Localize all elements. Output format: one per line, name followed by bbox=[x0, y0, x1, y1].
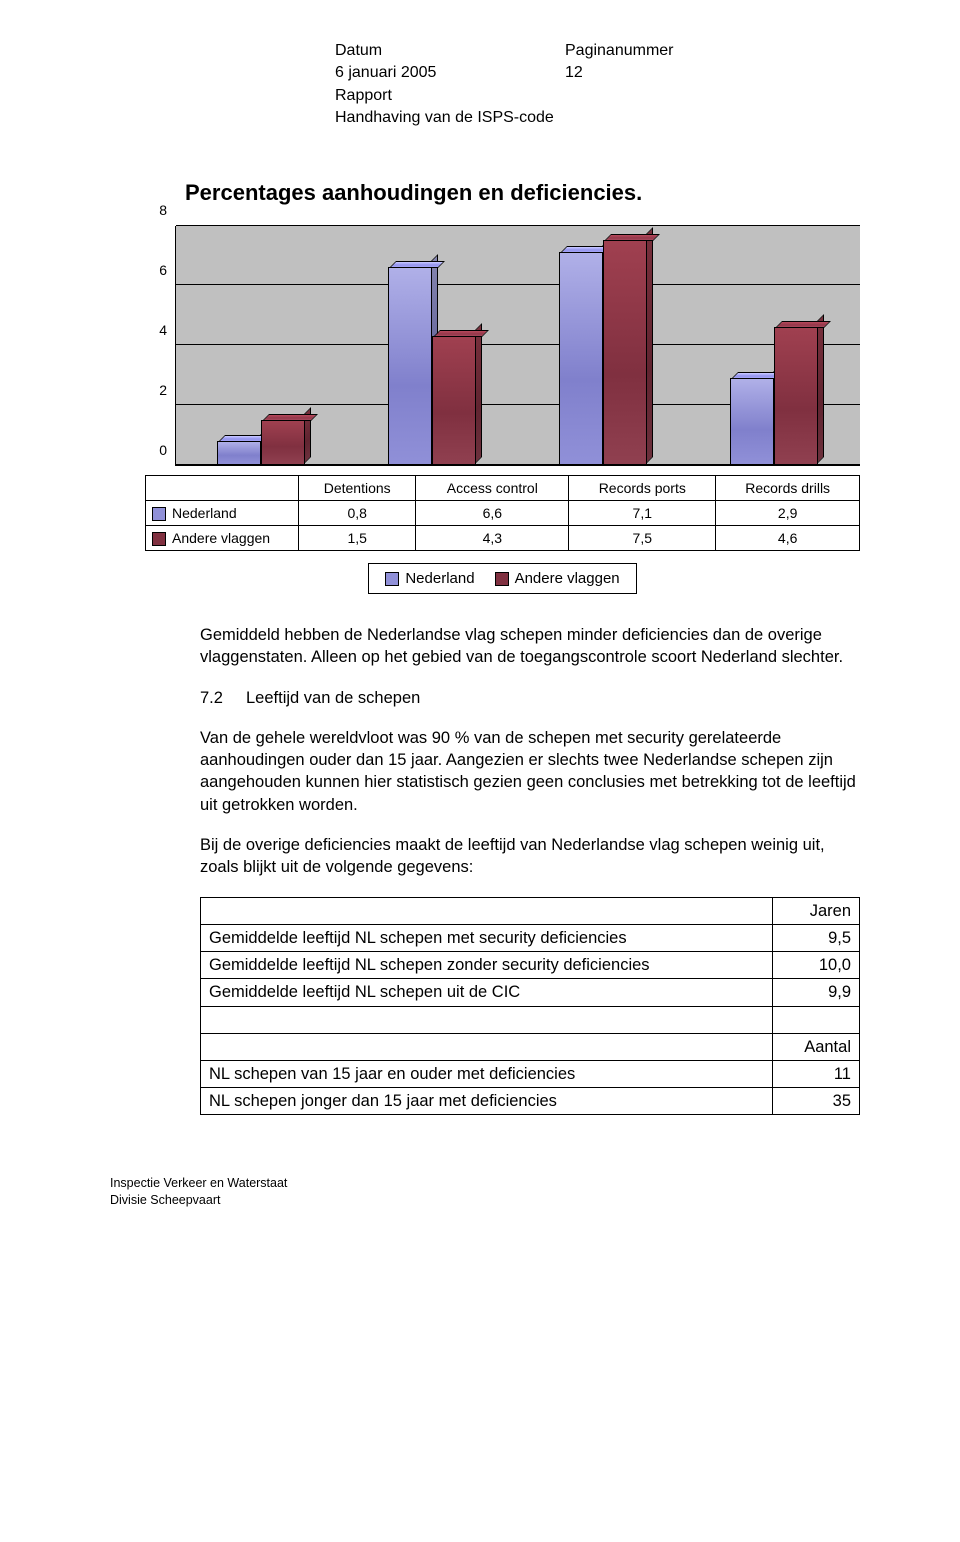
footer: Inspectie Verkeer en Waterstaat Divisie … bbox=[110, 1175, 860, 1208]
info-row-label: Gemiddelde leeftijd NL schepen uit de CI… bbox=[201, 979, 773, 1006]
series-swatch bbox=[152, 532, 166, 546]
info-row-value: 9,5 bbox=[773, 924, 860, 951]
data-cell: 2,9 bbox=[716, 500, 860, 525]
series-swatch bbox=[152, 507, 166, 521]
chart-title: Percentages aanhoudingen en deficiencies… bbox=[185, 180, 860, 206]
section-number: 7.2 bbox=[200, 687, 246, 709]
datum-value: 6 januari 2005 bbox=[335, 62, 565, 84]
section-title: Leeftijd van de schepen bbox=[246, 687, 420, 709]
page-value: 12 bbox=[565, 62, 583, 84]
legend-label-andere: Andere vlaggen bbox=[515, 570, 620, 587]
y-tick-label: 4 bbox=[159, 322, 167, 338]
rapport-label: Rapport bbox=[335, 85, 860, 107]
body-text: Gemiddeld hebben de Nederlandse vlag sch… bbox=[200, 624, 860, 1115]
info-col-header-2: Aantal bbox=[773, 1033, 860, 1060]
datum-label: Datum bbox=[335, 40, 565, 62]
info-row-value: 10,0 bbox=[773, 952, 860, 979]
info-col-header-1: Jaren bbox=[773, 897, 860, 924]
data-cell: 0,8 bbox=[299, 500, 416, 525]
info-row-label: NL schepen jonger dan 15 jaar met defici… bbox=[201, 1088, 773, 1115]
y-tick-label: 8 bbox=[159, 202, 167, 218]
bar bbox=[388, 267, 432, 465]
legend-label-nederland: Nederland bbox=[405, 570, 474, 587]
footer-line-1: Inspectie Verkeer en Waterstaat bbox=[110, 1175, 860, 1191]
chart: 02468 bbox=[145, 226, 860, 466]
doc-header: Datum Paginanummer 6 januari 2005 12 Rap… bbox=[335, 40, 860, 130]
data-cell: 6,6 bbox=[416, 500, 569, 525]
category-header: Access control bbox=[416, 475, 569, 500]
page-label: Paginanummer bbox=[565, 40, 674, 62]
info-table: Jaren Gemiddelde leeftijd NL schepen met… bbox=[200, 897, 860, 1116]
category-header: Records ports bbox=[569, 475, 716, 500]
chart-data-table: DetentionsAccess controlRecords portsRec… bbox=[145, 475, 860, 552]
y-tick-label: 6 bbox=[159, 262, 167, 278]
bar bbox=[217, 441, 261, 465]
bar bbox=[774, 327, 818, 465]
y-tick-label: 0 bbox=[159, 442, 167, 458]
legend-swatch-andere bbox=[495, 572, 509, 586]
data-cell: 4,6 bbox=[716, 525, 860, 550]
info-row-label: NL schepen van 15 jaar en ouder met defi… bbox=[201, 1060, 773, 1087]
bar bbox=[261, 420, 305, 465]
category-header: Detentions bbox=[299, 475, 416, 500]
info-row-value: 11 bbox=[773, 1060, 860, 1087]
y-tick-label: 2 bbox=[159, 382, 167, 398]
bar bbox=[603, 240, 647, 465]
legend-swatch-nederland bbox=[385, 572, 399, 586]
bar bbox=[730, 378, 774, 465]
bar bbox=[432, 336, 476, 465]
footer-line-2: Divisie Scheepvaart bbox=[110, 1192, 860, 1208]
info-row-value: 35 bbox=[773, 1088, 860, 1115]
series-name: Andere vlaggen bbox=[172, 530, 270, 546]
info-row-label: Gemiddelde leeftijd NL schepen zonder se… bbox=[201, 952, 773, 979]
data-cell: 7,1 bbox=[569, 500, 716, 525]
data-cell: 4,3 bbox=[416, 525, 569, 550]
data-cell: 7,5 bbox=[569, 525, 716, 550]
data-cell: 1,5 bbox=[299, 525, 416, 550]
paragraph-3: Bij de overige deficiencies maakt de lee… bbox=[200, 834, 860, 879]
series-name: Nederland bbox=[172, 505, 237, 521]
bar bbox=[559, 252, 603, 465]
info-row-label: Gemiddelde leeftijd NL schepen met secur… bbox=[201, 924, 773, 951]
info-row-value: 9,9 bbox=[773, 979, 860, 1006]
paragraph-1: Gemiddeld hebben de Nederlandse vlag sch… bbox=[200, 624, 860, 669]
paragraph-2: Van de gehele wereldvloot was 90 % van d… bbox=[200, 727, 860, 816]
rapport-value: Handhaving van de ISPS-code bbox=[335, 107, 860, 129]
chart-legend: Nederland Andere vlaggen bbox=[368, 563, 636, 594]
category-header: Records drills bbox=[716, 475, 860, 500]
